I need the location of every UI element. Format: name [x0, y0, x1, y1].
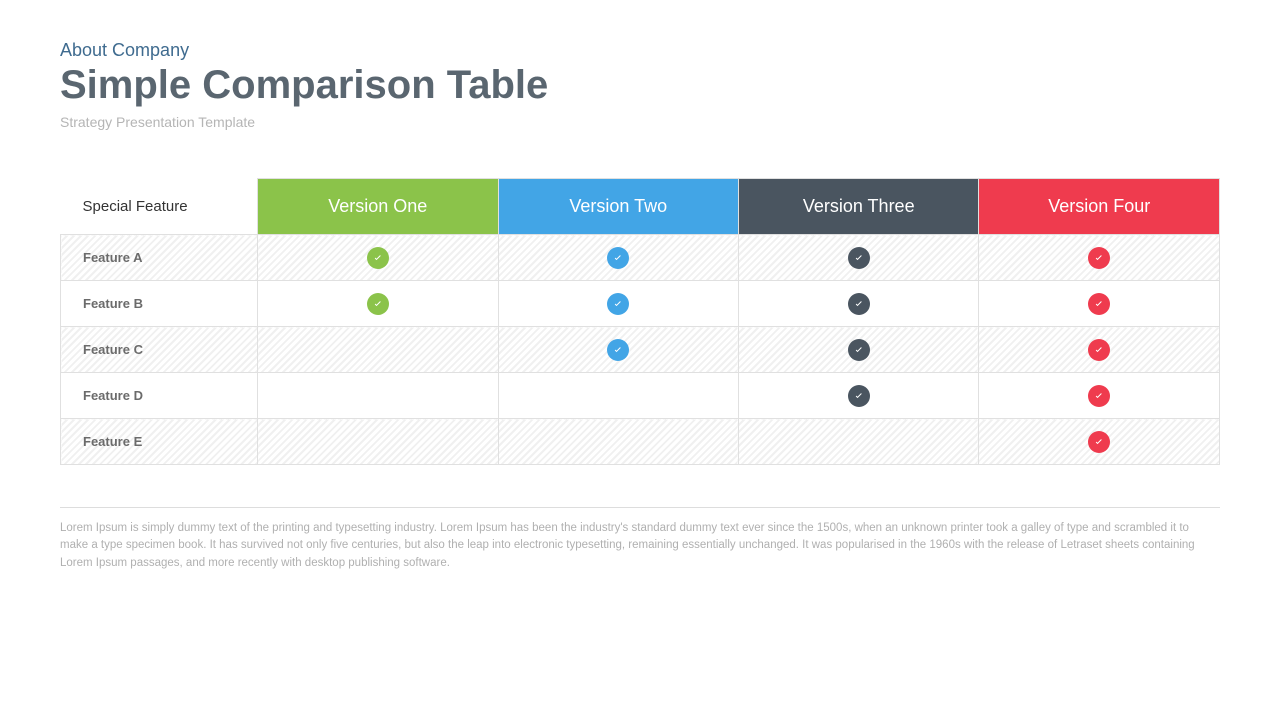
check-icon [1088, 293, 1110, 315]
feature-cell [738, 327, 978, 373]
feature-label-cell: Feature D [61, 373, 258, 419]
feature-cell [979, 281, 1220, 327]
check-icon [848, 247, 870, 269]
page-title: Simple Comparison Table [60, 63, 1220, 108]
check-icon [1088, 431, 1110, 453]
check-icon [367, 293, 389, 315]
feature-cell [738, 235, 978, 281]
feature-label-cell: Feature E [61, 419, 258, 465]
feature-cell [258, 327, 498, 373]
check-icon [1088, 339, 1110, 361]
table-row: Feature D [61, 373, 1220, 419]
column-header-2: Version Two [498, 179, 738, 235]
check-icon [848, 385, 870, 407]
feature-cell [979, 327, 1220, 373]
table-row: Feature A [61, 235, 1220, 281]
feature-cell [979, 373, 1220, 419]
feature-cell [258, 373, 498, 419]
check-icon [367, 247, 389, 269]
check-icon [1088, 385, 1110, 407]
column-header-3: Version Three [738, 179, 978, 235]
slide-header: About Company Simple Comparison Table St… [60, 40, 1220, 130]
table-row: Feature B [61, 281, 1220, 327]
check-icon [848, 339, 870, 361]
feature-cell [738, 419, 978, 465]
feature-label-cell: Feature B [61, 281, 258, 327]
footer-text: Lorem Ipsum is simply dummy text of the … [60, 520, 1220, 572]
table-row: Feature E [61, 419, 1220, 465]
check-icon [607, 293, 629, 315]
feature-cell [498, 327, 738, 373]
overline-text: About Company [60, 40, 1220, 61]
column-header-4: Version Four [979, 179, 1220, 235]
check-icon [848, 293, 870, 315]
feature-cell [738, 373, 978, 419]
column-header-1: Version One [258, 179, 498, 235]
feature-cell [498, 281, 738, 327]
feature-header-cell: Special Feature [61, 179, 258, 235]
feature-label-cell: Feature A [61, 235, 258, 281]
feature-cell [738, 281, 978, 327]
feature-cell [979, 419, 1220, 465]
feature-label-cell: Feature C [61, 327, 258, 373]
feature-cell [498, 373, 738, 419]
table-row: Feature C [61, 327, 1220, 373]
feature-cell [979, 235, 1220, 281]
comparison-table: Special Feature Version One Version Two … [60, 178, 1220, 465]
feature-cell [498, 235, 738, 281]
feature-cell [258, 281, 498, 327]
feature-cell [258, 235, 498, 281]
check-icon [607, 339, 629, 361]
feature-cell [498, 419, 738, 465]
table-header-row: Special Feature Version One Version Two … [61, 179, 1220, 235]
page-subtitle: Strategy Presentation Template [60, 114, 1220, 130]
feature-cell [258, 419, 498, 465]
check-icon [607, 247, 629, 269]
footer-divider [60, 507, 1220, 508]
check-icon [1088, 247, 1110, 269]
